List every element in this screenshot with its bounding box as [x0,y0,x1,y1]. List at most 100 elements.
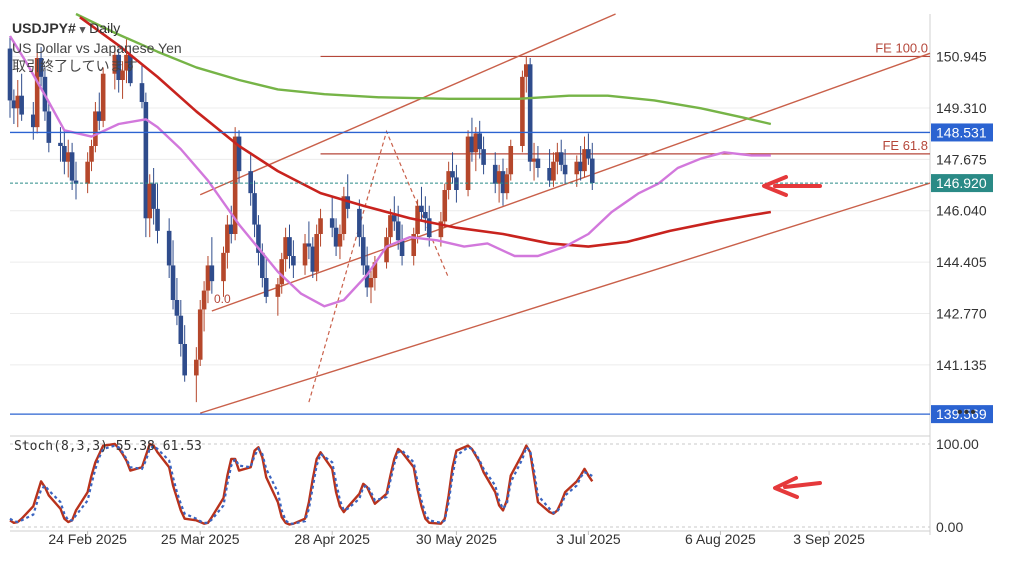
fibo-path[interactable] [308,129,450,403]
candle-body [248,171,253,194]
candle-body [93,111,98,146]
candle-body [263,278,269,297]
candle-body [411,234,417,256]
grid [10,14,931,535]
candle-body [395,221,401,241]
more-options-icon[interactable]: ••• [957,404,977,421]
candle-body [116,54,121,80]
candle-body [473,133,479,153]
candle-body [551,161,556,181]
candle-body [147,183,153,219]
candle-body [360,237,366,266]
fib-label: FE 61.8 [882,138,928,153]
arrow-icon-stoch [773,476,822,499]
candle-body [287,237,292,256]
stochastic-header: Stoch(8,3,3) 55.38 61.53 [14,439,202,454]
stoch-k-line [9,442,594,526]
candle-body [151,183,156,209]
candle-body [531,158,537,162]
candle-body [372,262,378,278]
candle-body [34,58,40,128]
hline-price-tag [931,123,993,142]
candle-body [283,237,288,260]
candle-body [260,252,265,278]
candle-body [450,171,455,178]
candle-body [62,146,67,162]
bid-price-label: 146.920 [936,175,987,191]
hline-low-price-label: 139.569 [936,406,987,422]
price-tick-label: 149.310 [936,100,987,116]
candle-body [225,224,230,253]
price-tick-label: 146.040 [936,203,987,219]
time-axis: 24 Feb 2025 25 Mar 2025 28 Apr 2025 30 May … [48,531,865,547]
candle-body [194,359,199,376]
candle-body [65,152,71,162]
candle-body [438,221,444,238]
stoch-tick-label: 0.00 [936,519,963,535]
candle-body [124,54,129,71]
candle-body [38,58,44,77]
price-tick-label: 147.675 [936,151,987,167]
candle-body [291,256,296,266]
candle-body [139,83,145,102]
bid-price-tag [931,174,993,193]
price-axis: 148.531 146.920 139.569 150.945 149.310 147.6… [931,49,993,424]
ma-mid-line [79,16,772,248]
price-channel[interactable] [199,13,931,414]
candle-body [586,149,591,159]
candle-body [19,95,24,115]
candle-body [341,196,347,234]
candle-body [589,158,595,184]
candle-body [442,190,448,222]
candle-body [228,224,234,234]
horizontal-lines[interactable] [10,131,930,415]
candle-body [527,64,533,162]
channel-line [211,52,931,312]
candle-body [275,284,281,297]
candle-body [7,48,13,101]
candle-body [345,196,351,209]
symbol-name[interactable]: USDJPY# [12,20,76,36]
time-tick-label: 24 Feb 2025 [48,531,127,547]
candle-body [197,309,203,360]
fib-mark-label: 0.0 [214,292,231,306]
candle-body [314,234,319,272]
candle-body [96,111,102,121]
chevron-down-icon[interactable]: ▾ [79,24,86,36]
candle-body [465,136,471,190]
candle-body [492,164,498,184]
annotation-arrows [762,175,822,499]
hline-price-label: 148.531 [936,124,987,140]
candle-body [46,111,52,143]
candle-body [15,95,21,109]
candle-body [368,278,374,288]
candle-body [58,142,63,146]
candle-body [329,218,335,228]
candle-body [310,246,316,272]
candle-body [182,344,187,376]
timeframe-label[interactable]: Daily [89,20,121,36]
candle-body [547,168,552,181]
candle-body [426,218,432,238]
time-tick-label: 3 Sep 2025 [793,531,865,547]
channel-line [200,182,931,414]
candle-body [562,164,568,175]
candle-body [120,70,125,80]
candle-body [85,161,90,184]
candle-body [333,227,339,247]
symbol-header[interactable]: USDJPY# ▾ Daily [12,20,120,39]
candle-body [209,265,215,282]
ma-slow-line [75,12,772,126]
fibonacci-expansion[interactable]: FE 100.0 FE 61.8 0.0 [214,40,930,306]
time-tick-label: 3 Jul 2025 [556,531,621,547]
candle-body [178,315,184,344]
candle-body [252,193,257,225]
candle-body [112,54,118,74]
candle-body [454,177,459,190]
candle-body [11,100,17,109]
candle-body [69,152,75,181]
candle-body [555,152,560,162]
candle-body [419,205,424,212]
candle-body [469,136,475,153]
